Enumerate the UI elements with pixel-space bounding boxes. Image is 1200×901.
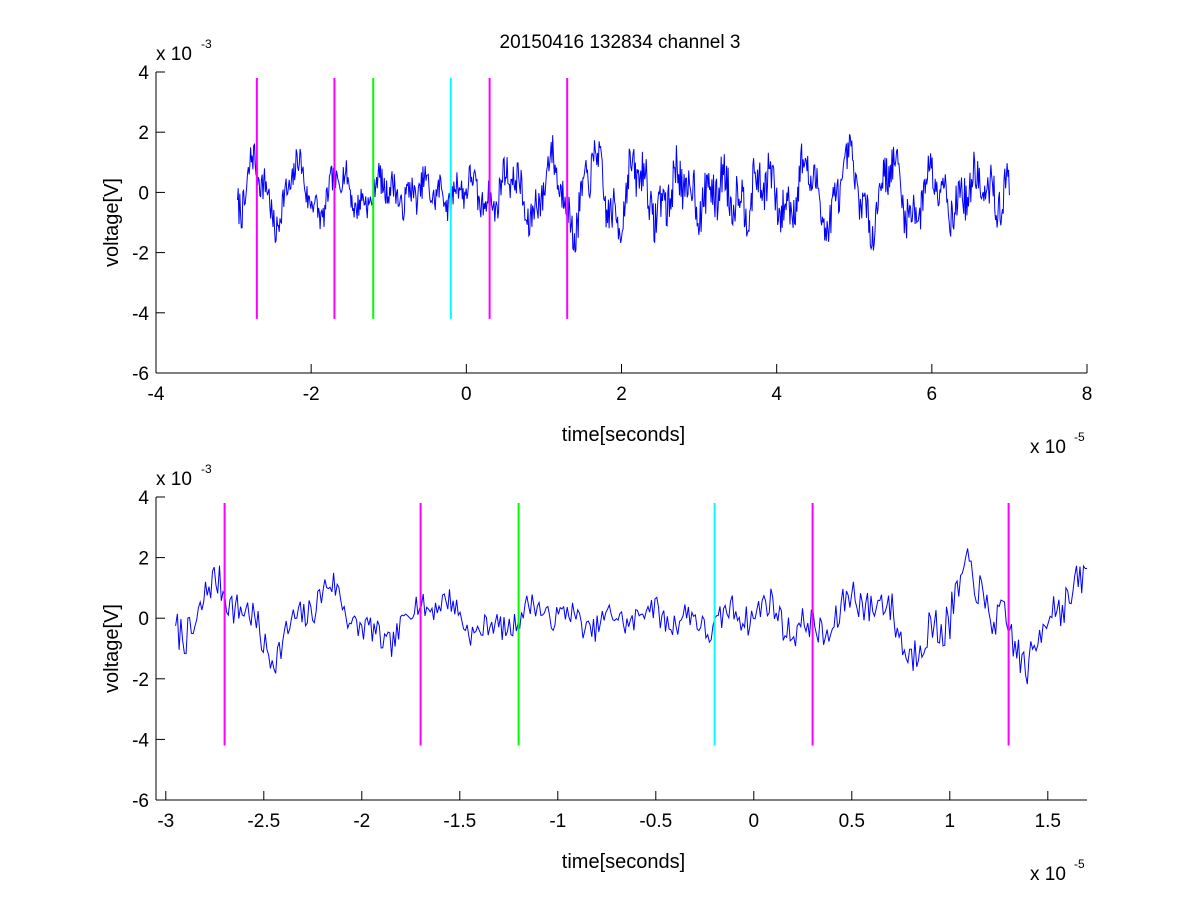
signal-line: [237, 134, 1010, 253]
x-exponent-label: x 10: [1030, 437, 1066, 458]
figure-title: 20150416 132834 channel 3: [500, 32, 741, 53]
y-exponent: -3: [201, 37, 212, 51]
y-tick-label: 4: [138, 488, 149, 509]
x-tick-label: 0: [461, 384, 472, 405]
x-tick-label: -2: [303, 384, 320, 405]
y-tick-label: -6: [132, 791, 149, 812]
x-tick-label: 8: [1082, 384, 1093, 405]
y-tick-label: 0: [138, 609, 149, 630]
x-tick-label: 1.5: [1035, 811, 1061, 832]
x-tick-label: 0: [749, 811, 760, 832]
y-tick-label: 4: [138, 63, 149, 84]
x-tick-label: 6: [927, 384, 938, 405]
y-tick-label: 0: [138, 183, 149, 204]
x-tick-label: -2: [353, 811, 370, 832]
x-tick-label: -1: [549, 811, 566, 832]
y-axis-label: voltage[V]: [101, 604, 123, 693]
y-exponent-label: x 10: [156, 469, 192, 490]
y-tick-label: -2: [132, 244, 149, 265]
x-tick-label: 1: [945, 811, 956, 832]
x-tick-label: -0.5: [639, 811, 672, 832]
y-exponent-label: x 10: [156, 44, 192, 65]
bottom-axes: -3 -2.5 -2 -1.5 -1 -0.5 0 0.5 1 1.5 4 2 0 -2 -4 -6 time[…: [101, 462, 1087, 885]
x-axis-label: time[seconds]: [562, 851, 685, 873]
signal-line: [175, 548, 1087, 685]
y-tick-label: -4: [132, 730, 149, 751]
y-tick-label: 2: [138, 549, 149, 570]
y-tick-label: -2: [132, 670, 149, 691]
x-exponent-label: x 10: [1030, 864, 1066, 885]
x-exponent: -5: [1074, 857, 1085, 871]
x-exponent: -5: [1074, 430, 1085, 444]
y-axis-label: voltage[V]: [101, 178, 123, 267]
x-tick-label: -2.5: [247, 811, 280, 832]
y-tick-label: 2: [138, 123, 149, 144]
top-axes: -4 -2 0 2 4 6 8420-2-4-6time[seconds]voltage[V…: [101, 37, 1092, 458]
x-tick-label: 0.5: [839, 811, 865, 832]
x-axis-label: time[seconds]: [562, 424, 685, 446]
x-tick-label: 4: [771, 384, 782, 405]
x-tick-label: -1.5: [443, 811, 476, 832]
y-tick-label: -4: [132, 304, 149, 325]
x-tick-label: -3: [157, 811, 174, 832]
x-tick-label: 2: [616, 384, 627, 405]
x-tick-label: -4: [148, 384, 165, 405]
y-exponent: -3: [201, 462, 212, 476]
y-tick-label: -6: [132, 364, 149, 385]
